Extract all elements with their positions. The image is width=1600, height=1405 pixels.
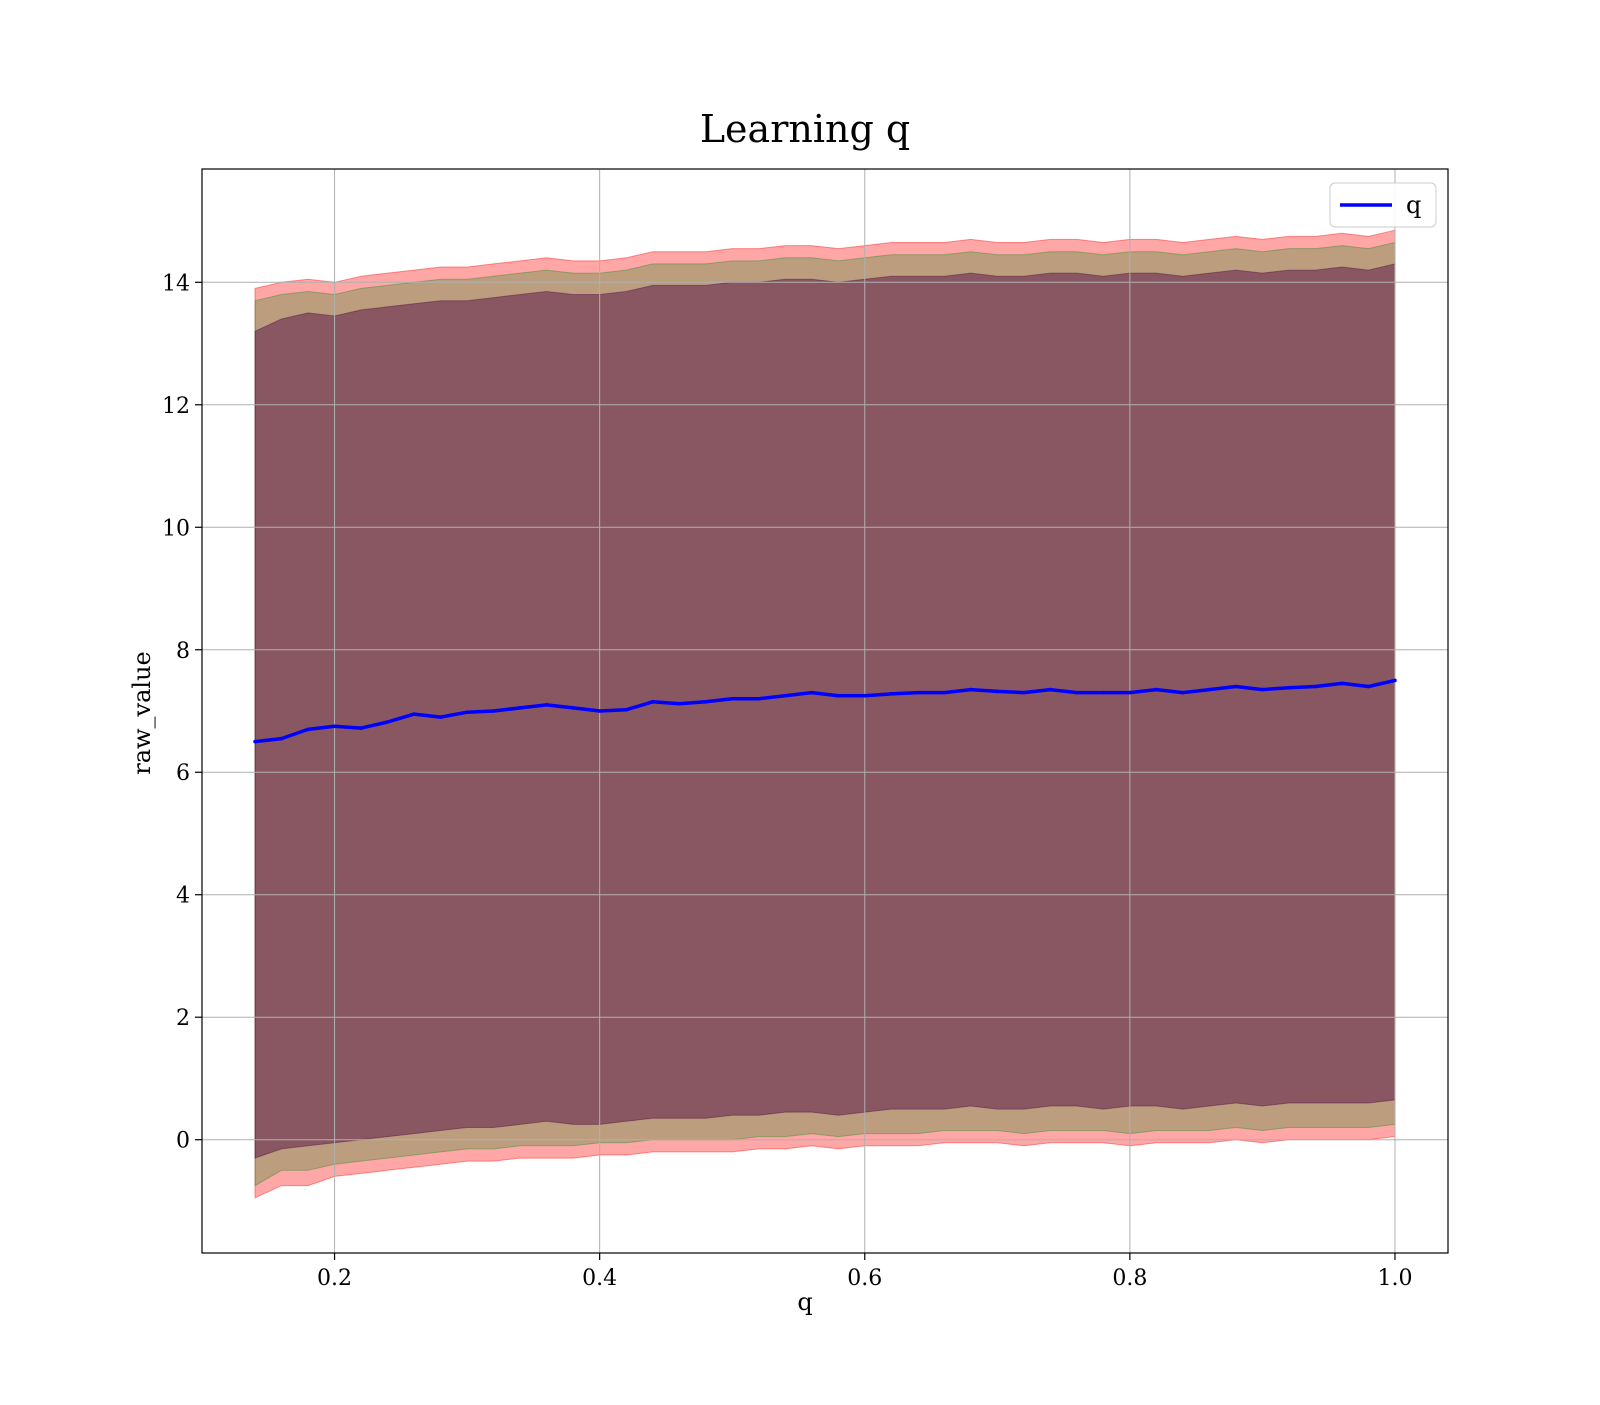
data-point — [1154, 687, 1159, 692]
x-tick-label: 0.8 — [1112, 1266, 1147, 1291]
data-point — [1181, 690, 1185, 695]
chart-title: Learning q — [700, 107, 910, 151]
data-point — [1234, 684, 1238, 689]
data-point — [1101, 690, 1106, 695]
plot-background — [202, 169, 1448, 1253]
y-axis-label: raw_value — [128, 651, 156, 775]
data-point — [677, 701, 681, 706]
y-tick-label: 6 — [176, 761, 190, 786]
x-tick-label: 0.4 — [582, 1266, 617, 1291]
data-point — [1393, 678, 1397, 683]
x-tick-label: 0.6 — [847, 1266, 882, 1291]
y-tick-label: 8 — [176, 639, 190, 664]
data-point — [253, 739, 257, 744]
x-tick-label: 1.0 — [1377, 1266, 1412, 1291]
data-point — [809, 690, 814, 695]
legend-label-q: q — [1406, 191, 1421, 219]
data-point — [1207, 687, 1212, 692]
data-point — [703, 700, 708, 704]
data-point — [1340, 681, 1344, 686]
data-point — [332, 724, 337, 729]
y-tick-label: 4 — [176, 884, 190, 909]
data-point — [359, 726, 363, 730]
data-point — [650, 700, 655, 704]
data-point — [889, 692, 894, 696]
plot-area: 0.2 0.4 0.6 0.8 1.0 0 2 4 6 8 10 12 14 q — [162, 168, 1449, 1291]
data-point — [783, 693, 788, 698]
data-point — [465, 710, 469, 715]
data-point — [730, 696, 735, 701]
data-point — [544, 703, 549, 707]
data-point — [438, 715, 443, 719]
data-point — [969, 687, 973, 692]
y-tick-label: 0 — [176, 1129, 190, 1154]
y-tick-label: 10 — [162, 516, 190, 541]
data-point — [518, 706, 522, 710]
data-point — [279, 736, 284, 741]
data-point — [1287, 685, 1291, 690]
data-point — [571, 706, 575, 710]
y-tick-label: 12 — [162, 394, 190, 419]
data-point — [306, 727, 310, 732]
data-point — [756, 696, 761, 701]
data-point — [385, 720, 390, 724]
data-point — [942, 690, 947, 695]
x-tick-label: 0.2 — [317, 1266, 352, 1291]
data-point — [1260, 687, 1265, 692]
data-point — [412, 712, 416, 716]
series-line-q — [254, 678, 1396, 744]
data-point — [1075, 690, 1079, 695]
data-point — [491, 709, 496, 713]
data-point — [1128, 690, 1132, 695]
axes-frame — [201, 168, 1449, 1254]
data-point — [1313, 684, 1318, 689]
data-point — [915, 690, 920, 695]
data-point — [995, 689, 1000, 694]
data-point — [862, 693, 867, 698]
band-2 — [254, 263, 1396, 1159]
y-tick-label: 14 — [162, 271, 190, 296]
data-point — [1048, 687, 1053, 692]
data-point — [1366, 684, 1371, 689]
data-point — [597, 709, 602, 713]
data-point — [1022, 690, 1026, 695]
x-axis-label: q — [797, 1288, 812, 1316]
y-tick-label: 2 — [176, 1006, 190, 1031]
data-point — [624, 707, 628, 712]
data-point — [836, 693, 841, 698]
